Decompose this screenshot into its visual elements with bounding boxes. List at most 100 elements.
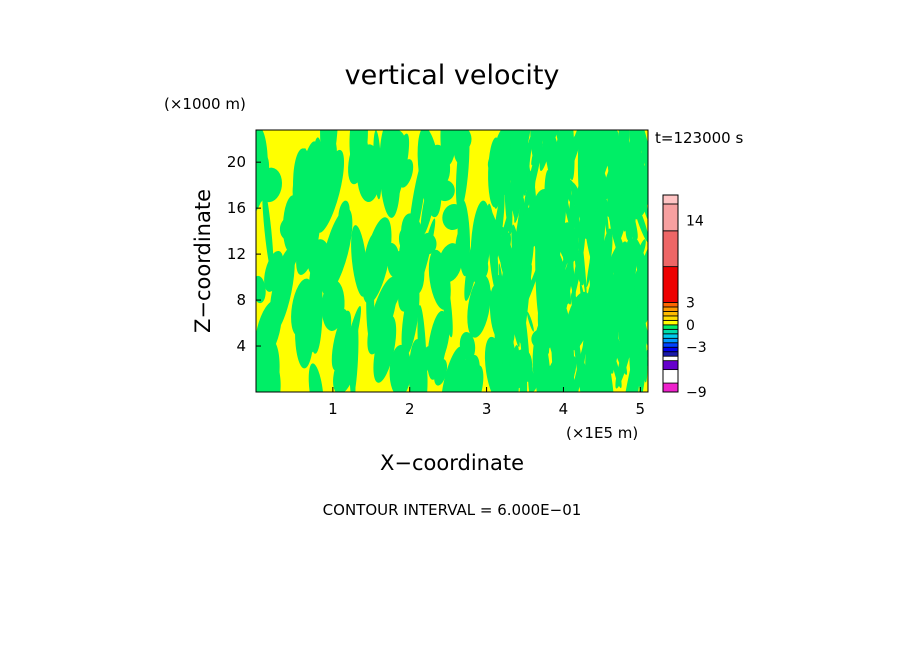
colorbar-segment [662, 346, 679, 353]
colorbar-segment [662, 311, 679, 317]
downdraft-patch [629, 130, 637, 170]
downdraft-patch [598, 328, 608, 392]
downdraft-patch [518, 296, 530, 383]
colorbar-segment [662, 194, 679, 205]
downdraft-patch [265, 354, 281, 392]
chart-title: vertical velocity [345, 60, 560, 91]
colorbar-segment [662, 319, 679, 326]
downdraft-patch [420, 232, 437, 255]
x-axis-unit: (×1E5 m) [566, 424, 638, 442]
downdraft-patch [398, 159, 414, 188]
y-axis-unit: (×1000 m) [164, 95, 246, 113]
downdraft-patch [440, 130, 458, 166]
velocity-field-contours [256, 130, 648, 392]
downdraft-patch [262, 186, 274, 275]
downdraft-patch [398, 256, 423, 312]
downdraft-patch [592, 258, 605, 300]
colorbar-segment [662, 369, 679, 384]
downdraft-patch [634, 237, 648, 298]
downdraft-patch [554, 296, 575, 380]
colorbar-segment [662, 324, 679, 330]
downdraft-patch [366, 269, 375, 342]
downdraft-patch [461, 348, 474, 392]
colorbar-segment [662, 351, 679, 357]
x-axis-title: X−coordinate [380, 451, 524, 475]
downdraft-patch [344, 309, 356, 392]
downdraft-patch [543, 315, 565, 384]
downdraft-patch [440, 346, 466, 392]
y-tick-label: 12 [227, 245, 246, 263]
downdraft-patch [494, 341, 505, 382]
x-tick-label: 3 [482, 400, 492, 418]
downdraft-patch [308, 363, 324, 392]
downdraft-patch [634, 351, 644, 387]
downdraft-patch [539, 218, 553, 304]
downdraft-patch [521, 229, 529, 324]
downdraft-patch [502, 341, 510, 392]
downdraft-patch [623, 247, 632, 286]
downdraft-patch [291, 180, 301, 211]
downdraft-patch [572, 165, 586, 228]
downdraft-patch [420, 162, 439, 237]
downdraft-patch [506, 130, 529, 192]
downdraft-patch [606, 130, 616, 182]
downdraft-patch [373, 130, 382, 200]
colorbar-segment [662, 203, 679, 232]
colorbar: 14 3 0 −3 −9 [662, 194, 707, 401]
y-axis-title: Z−coordinate [191, 189, 215, 333]
downdraft-patch [442, 203, 465, 231]
downdraft-patch [529, 167, 536, 216]
colorbar-segment [662, 328, 679, 335]
downdraft-patch [538, 130, 567, 184]
contour-interval-note: CONTOUR INTERVAL = 6.000E−01 [323, 501, 582, 519]
downdraft-patch [373, 315, 397, 383]
y-tick-label: 16 [227, 199, 246, 217]
downdraft-patch [620, 271, 633, 329]
downdraft-patch [531, 139, 541, 177]
downdraft-patch [558, 130, 589, 195]
colorbar-segment [662, 360, 679, 371]
downdraft-patch [642, 335, 648, 383]
downdraft-patch [639, 173, 648, 216]
colorbar-segment [662, 315, 679, 321]
downdraft-patch [256, 160, 269, 217]
downdraft-patch [558, 222, 580, 263]
downdraft-patch [351, 225, 368, 297]
downdraft-patch [495, 291, 508, 346]
y-tick-label: 20 [227, 153, 246, 171]
x-axis: 1 2 3 4 5 [328, 387, 645, 418]
y-axis: 4 8 12 16 20 [227, 153, 261, 355]
downdraft-patch [632, 265, 637, 292]
downdraft-patch [593, 130, 621, 198]
downdraft-patch [427, 310, 448, 380]
downdraft-patch [294, 162, 311, 227]
downdraft-patch [543, 284, 561, 358]
colorbar-segment [662, 333, 679, 339]
downdraft-patch [467, 274, 491, 338]
downdraft-patch [523, 257, 532, 333]
downdraft-patch [589, 130, 600, 167]
colorbar-segment [662, 230, 679, 268]
downdraft-patch [338, 309, 347, 331]
downdraft-patch [389, 270, 404, 309]
downdraft-patch [566, 351, 586, 392]
downdraft-patch [544, 170, 552, 212]
colorbar-segment [662, 355, 679, 362]
downdraft-patch [572, 317, 586, 392]
downdraft-patch [315, 149, 345, 233]
downdraft-patch [575, 290, 592, 359]
downdraft-patch [319, 130, 338, 190]
colorbar-segment [662, 266, 679, 303]
x-tick-label: 2 [405, 400, 415, 418]
downdraft-patch [531, 131, 541, 165]
colorbar-frame [662, 194, 679, 393]
colorbar-tick-label: −3 [686, 340, 707, 356]
downdraft-patch [269, 247, 295, 333]
downdraft-patch [582, 286, 607, 355]
colorbar-segment [662, 382, 679, 393]
downdraft-patch [574, 252, 585, 286]
x-tick-label: 1 [328, 400, 338, 418]
downdraft-patch [509, 159, 522, 184]
downdraft-patch [408, 339, 428, 392]
